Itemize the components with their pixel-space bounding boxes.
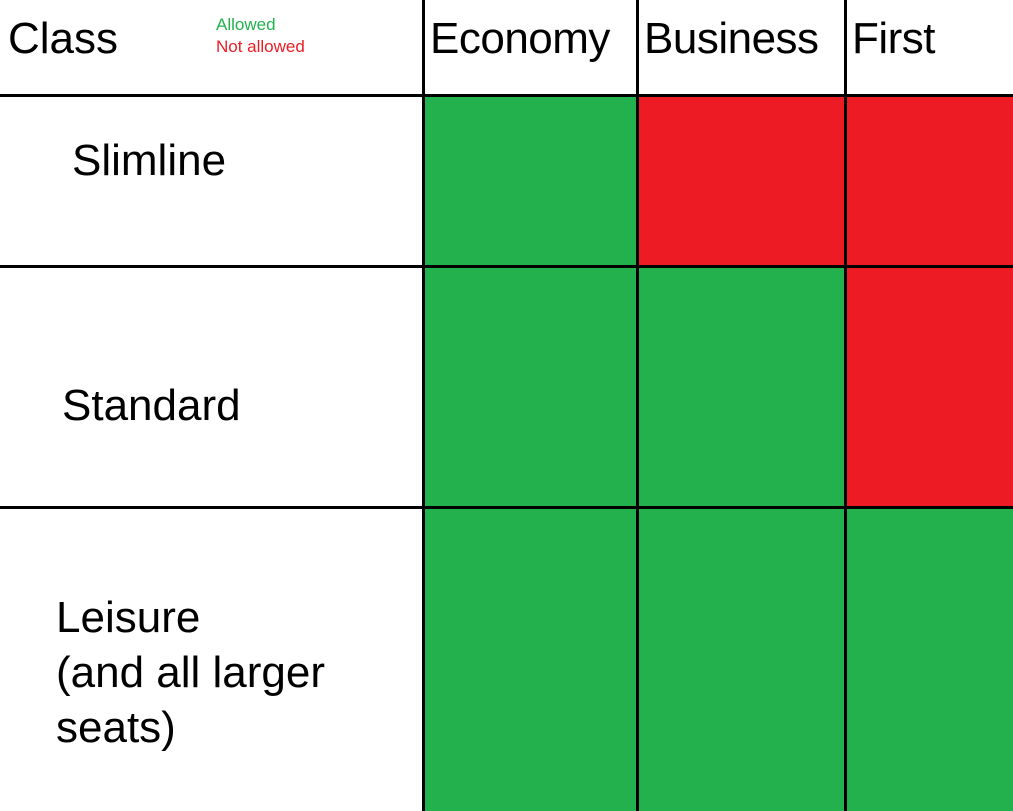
- row-label: Slimline: [72, 136, 227, 185]
- cell: [639, 96, 847, 268]
- legend-allowed: Allowed: [216, 15, 276, 34]
- grid-line: [0, 265, 1013, 268]
- column-header: Economy: [430, 14, 610, 63]
- row-label: (and all larger: [56, 648, 326, 697]
- grid-line: [422, 0, 425, 811]
- cell: [847, 509, 1013, 811]
- column-header: Business: [644, 14, 819, 63]
- cell: [425, 96, 639, 268]
- cell: [639, 509, 847, 811]
- row-label: Standard: [62, 381, 241, 430]
- grid-line: [0, 506, 1013, 509]
- cell: [425, 268, 639, 509]
- grid-line: [636, 0, 639, 811]
- legend-not-allowed: Not allowed: [216, 37, 305, 56]
- row-label: Leisure: [56, 593, 201, 642]
- class-title: Class: [8, 14, 119, 63]
- grid-line: [0, 94, 1013, 97]
- cell: [639, 268, 847, 509]
- cell: [847, 96, 1013, 268]
- column-header: First: [852, 14, 936, 63]
- cell: [847, 268, 1013, 509]
- cell: [425, 509, 639, 811]
- grid-line: [844, 0, 847, 811]
- row-label: seats): [56, 703, 176, 752]
